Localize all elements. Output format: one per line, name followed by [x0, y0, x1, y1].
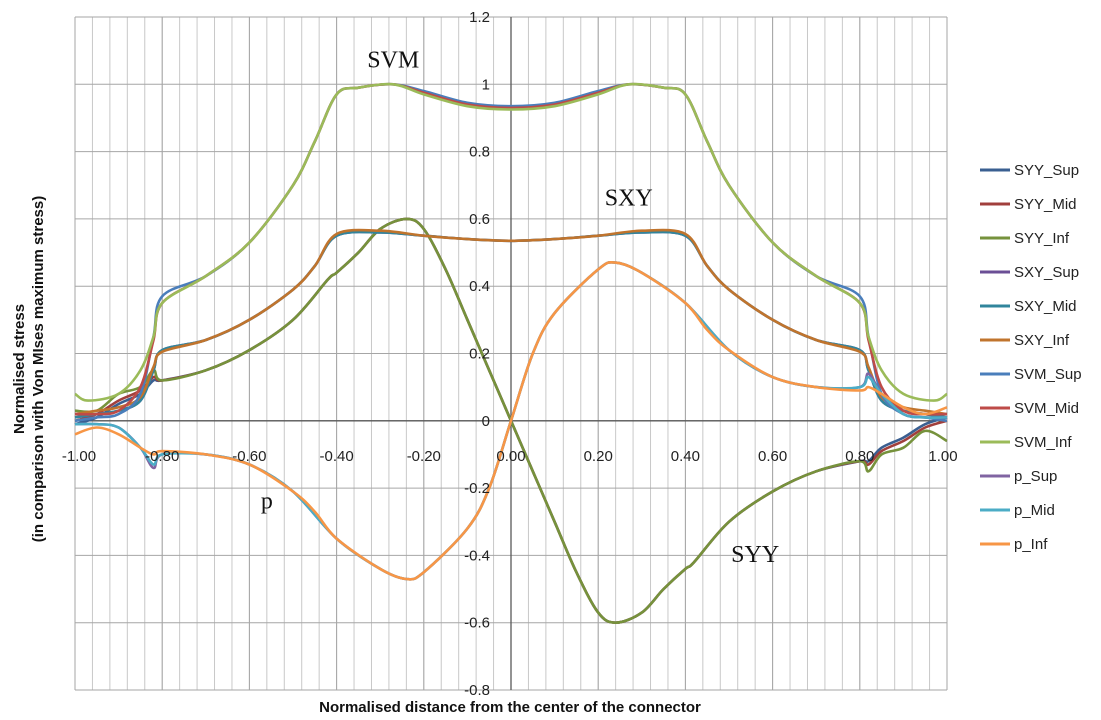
x-tick-label: -1.00: [62, 448, 96, 465]
x-tick-label: 0.40: [671, 448, 700, 465]
y-tick-label: 0.4: [469, 278, 490, 295]
legend-label-syy-mid: SYY_Mid: [1014, 196, 1077, 213]
y-tick-label: -0.4: [464, 547, 490, 564]
y-tick-label: 1.2: [469, 9, 490, 26]
legend-label-svm-mid: SVM_Mid: [1014, 400, 1079, 417]
y-axis-title: Normalised stress (in comparison with Vo…: [11, 196, 47, 542]
x-axis-title: Normalised distance from the center of t…: [319, 699, 701, 716]
series-line-sxy-inf: [74, 228, 948, 416]
y-axis-title-line1: Normalised stress: [11, 304, 28, 434]
x-tick-label: -0.80: [145, 448, 179, 465]
x-tick-label: -0.60: [232, 448, 266, 465]
y-tick-label: 1: [482, 76, 490, 93]
legend-label-syy-inf: SYY_Inf: [1014, 230, 1070, 247]
annotation-sxy: SXY: [605, 185, 653, 211]
legend-label-p-inf: p_Inf: [1014, 536, 1048, 553]
legend-label-p-sup: p_Sup: [1014, 468, 1057, 485]
annotation-p: p: [261, 488, 273, 514]
tick-labels: -0.8-0.6-0.4-0.200.20.40.60.811.2-1.00 -0…: [62, 9, 958, 699]
annotation-syy: SYY: [731, 542, 779, 568]
y-tick-label: 0.6: [469, 211, 490, 228]
x-tick-label: 0.00: [496, 448, 525, 465]
y-tick-label: 0.2: [469, 346, 490, 363]
x-tick-label: -0.20: [407, 448, 441, 465]
x-tick-label: -0.40: [319, 448, 353, 465]
series-lines: [74, 82, 948, 624]
curve-annotations: SVM SXY p SYY: [261, 47, 779, 568]
legend-label-syy-sup: SYY_Sup: [1014, 162, 1079, 179]
series-line-svm-inf: [74, 82, 948, 402]
x-tick-label: 0.20: [584, 448, 613, 465]
legend-label-svm-sup: SVM_Sup: [1014, 366, 1082, 383]
y-tick-label: -0.2: [464, 480, 490, 497]
x-tick-label: 1.00: [928, 448, 957, 465]
y-tick-label: 0.8: [469, 144, 490, 161]
legend-label-sxy-inf: SXY_Inf: [1014, 332, 1070, 349]
legend-label-p-mid: p_Mid: [1014, 502, 1055, 519]
legend-label-sxy-mid: SXY_Mid: [1014, 298, 1077, 315]
y-tick-label: -0.6: [464, 615, 490, 632]
y-axis-title-line2: (in comparison with Von MIses maximum st…: [30, 196, 47, 542]
legend: SYY_Sup SYY_Mid SYY_Inf SXY_Sup SXY_Mid SXY_I…: [980, 162, 1082, 553]
legend-label-svm-inf: SVM_Inf: [1014, 434, 1072, 451]
x-tick-label: 0.60: [758, 448, 787, 465]
y-tick-label: 0: [482, 413, 490, 430]
series-line-svm-sup: [74, 82, 948, 423]
annotation-svm: SVM: [367, 47, 419, 73]
series-line-p-inf: [74, 260, 948, 581]
legend-label-sxy-sup: SXY_Sup: [1014, 264, 1079, 281]
x-tick-label: 0.80: [845, 448, 874, 465]
y-tick-label: -0.8: [464, 682, 490, 699]
